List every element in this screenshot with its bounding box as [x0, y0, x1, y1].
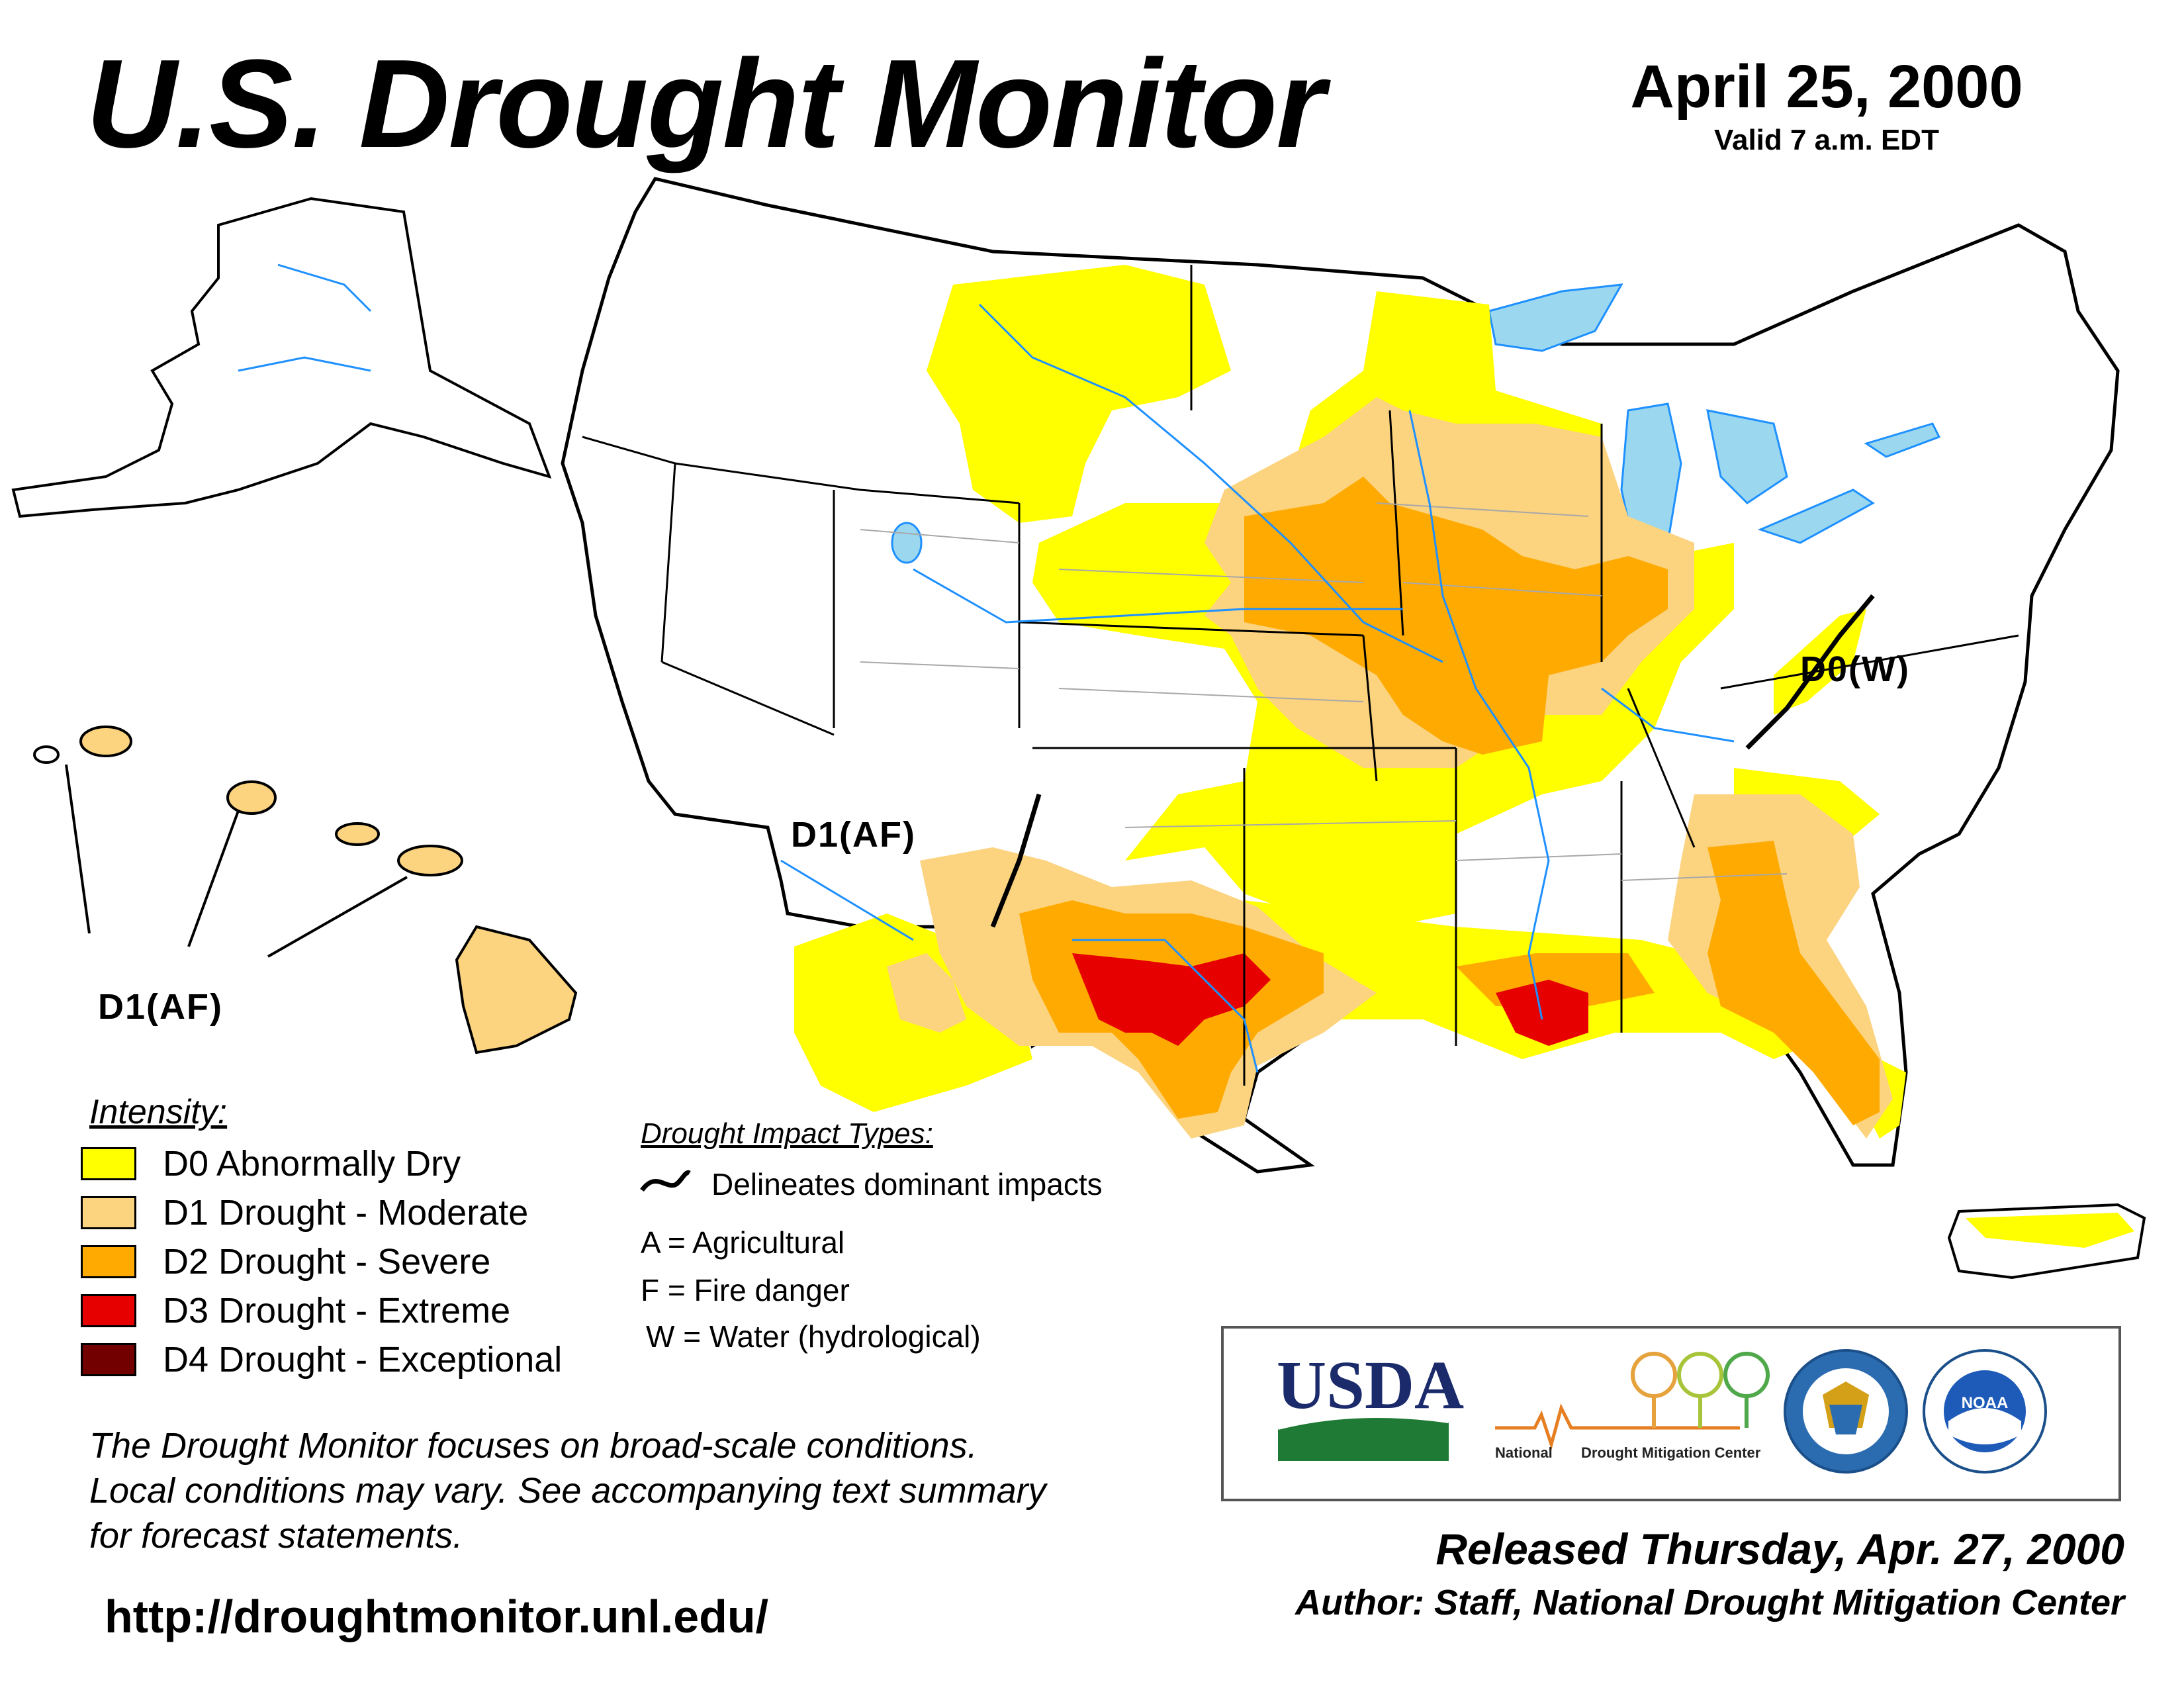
- impact-line-icon: [640, 1170, 691, 1192]
- impact-type-agricultural: A = Agricultural: [641, 1225, 845, 1260]
- legend-item-d4: D4 Drought - Exceptional: [81, 1340, 562, 1380]
- legend-item-d3: D3 Drought - Extreme: [81, 1291, 510, 1331]
- d0-swatch: [81, 1147, 136, 1180]
- disclaimer-line-3: for forecast statements.: [89, 1516, 463, 1556]
- d1-swatch: [81, 1196, 136, 1229]
- valid-time: Valid 7 a.m. EDT: [1714, 124, 1939, 156]
- impact-delineates-text: Delineates dominant impacts: [711, 1167, 1103, 1201]
- impact-types-title: Drought Impact Types:: [641, 1117, 933, 1150]
- usda-text: USDA: [1277, 1347, 1464, 1423]
- great-lakes: [891, 283, 1941, 564]
- hawaii: [33, 726, 578, 1055]
- d3-label: D3 Drought - Extreme: [163, 1291, 511, 1331]
- d4-swatch: [81, 1343, 136, 1376]
- usda-logo: USDA: [1277, 1347, 1464, 1461]
- release-date: Released Thursday, Apr. 27, 2000: [1435, 1524, 2124, 1573]
- ndmc-text-left: National: [1495, 1444, 1553, 1461]
- label-d1af-hawaii: D1(AF): [98, 987, 223, 1027]
- disclaimer-line-2: Local conditions may vary. See accompany…: [89, 1471, 1046, 1511]
- state-lines: [582, 265, 2019, 1086]
- rivers: [780, 303, 1735, 1073]
- alaska: [11, 197, 552, 518]
- legend-item-d1: D1 Drought - Moderate: [81, 1193, 528, 1233]
- puerto-rico-d0: [1966, 1213, 2134, 1248]
- d3-swatch: [81, 1294, 136, 1327]
- legend-item-d2: D2 Drought - Severe: [81, 1242, 490, 1282]
- impact-type-fire: F = Fire danger: [641, 1273, 850, 1307]
- d2-label: D2 Drought - Severe: [163, 1242, 491, 1282]
- d1-label: D1 Drought - Moderate: [163, 1193, 529, 1233]
- ndmc-logo: National Drought Mitigation Center: [1495, 1352, 1770, 1461]
- commerce-seal: [1784, 1349, 1908, 1474]
- county-lines: [860, 502, 1788, 881]
- intensity-legend-title: Intensity:: [89, 1093, 228, 1131]
- logos-svg: USDA National Drought Mitigation Center: [1277, 1347, 2047, 1474]
- d4-label: D4 Drought - Exceptional: [163, 1340, 563, 1380]
- d0-label: D0 Abnormally Dry: [163, 1144, 461, 1184]
- d2-swatch: [81, 1245, 136, 1278]
- legend-item-d0: D0 Abnormally Dry: [81, 1144, 461, 1184]
- website-link[interactable]: http://droughtmonitor.unl.edu/: [105, 1591, 769, 1642]
- impact-type-water: W = Water (hydrological): [646, 1319, 981, 1354]
- impact-lines: [990, 594, 1875, 928]
- label-d1af-southwest: D1(AF): [791, 815, 916, 855]
- disclaimer: The Drought Monitor focuses on broad-sca…: [89, 1423, 1201, 1558]
- noaa-text: NOAA: [1962, 1394, 2009, 1412]
- noaa-logo: NOAA: [1923, 1349, 2047, 1474]
- agency-logos: USDA National Drought Mitigation Center: [1221, 1326, 2121, 1501]
- d3-regions: [1072, 953, 1588, 1046]
- map-date: April 25, 2000: [1630, 53, 2023, 120]
- map-title: U.S. Drought Monitor: [86, 34, 1325, 174]
- ndmc-text-right: Drought Mitigation Center: [1581, 1444, 1761, 1461]
- label-d0w-virginia: D0(W): [1800, 649, 1910, 689]
- disclaimer-line-1: The Drought Monitor focuses on broad-sca…: [89, 1426, 978, 1466]
- author-credit: Author: Staff, National Drought Mitigati…: [1295, 1583, 2124, 1622]
